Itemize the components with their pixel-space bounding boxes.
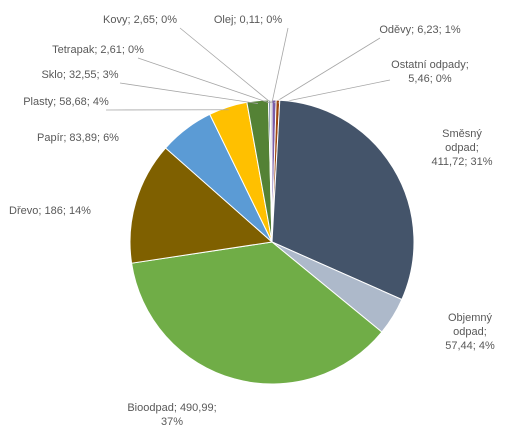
pie-slice (129, 147, 274, 264)
data-label: Bioodpad; 490,99; 37% (127, 402, 217, 428)
data-label: Papír; 83,89; 6% (37, 132, 119, 144)
leader-line (273, 37, 381, 104)
data-label: Plasty; 58,68; 4% (23, 96, 109, 108)
leader-line (119, 82, 258, 104)
data-label: Olej; 0,11; 0% (213, 14, 283, 26)
leader-line (277, 79, 391, 104)
data-label: Směsný odpad; 411,72; 31% (431, 128, 493, 168)
data-label: Ostatní odpady; 5,46; 0% (391, 59, 469, 85)
data-label: Sklo; 32,55; 3% (41, 69, 119, 81)
data-label: Objemný odpad; 57,44; 4% (445, 312, 495, 352)
leader-line (137, 57, 270, 104)
leader-line (271, 27, 289, 103)
leader-line (179, 27, 272, 104)
pie-slice (131, 241, 383, 385)
data-label: Dřevo; 186; 14% (9, 205, 91, 217)
pie-slice (271, 99, 415, 301)
data-label: Oděvy; 6,23; 1% (379, 24, 461, 36)
data-label: Kovy; 2,65; 0% (103, 14, 177, 26)
data-label: Tetrapak; 2,61; 0% (52, 44, 144, 56)
